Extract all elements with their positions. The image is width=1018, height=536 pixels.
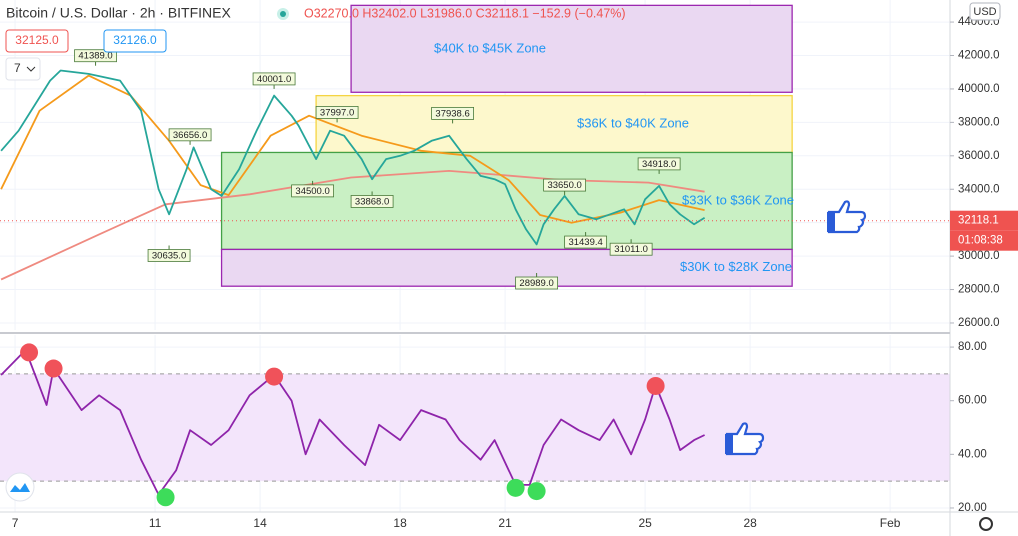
- plot-layer: $40K to $45K Zone $36K to $40K Zone $33K t…: [0, 40, 950, 507]
- zone-label: $33K to $36K Zone: [682, 192, 794, 207]
- countdown: 01:08:38: [958, 235, 1003, 247]
- annotation-box: [252, 72, 296, 86]
- y-tick-label: 40.00: [958, 448, 987, 460]
- buy-price: 32126.0: [113, 33, 157, 47]
- annotation-label: 34918.0: [642, 159, 676, 170]
- zone: [315, 94, 793, 154]
- y-tick-label: 60.00: [958, 395, 987, 407]
- annotation-label: 33650.0: [547, 180, 581, 191]
- x-tick-label: 28: [743, 516, 757, 530]
- hand-pointer-icon: [725, 422, 765, 456]
- y-tick-label: 30000.0: [958, 250, 1000, 262]
- y-tick-label: 40000.0: [958, 83, 1000, 95]
- y-tick-label: 20.00: [958, 502, 987, 514]
- x-tick-label: 7: [12, 516, 19, 530]
- annotation-box: [291, 184, 334, 198]
- zone: [220, 248, 793, 287]
- signal-dot: [156, 488, 175, 507]
- back-layer: [0, 0, 950, 512]
- interval-box[interactable]: [5, 57, 41, 81]
- annotation-box: [564, 235, 608, 249]
- annotation-label: 37997.0: [320, 107, 354, 118]
- annotation-label: 41389.0: [78, 51, 112, 62]
- x-tick-label: 21: [498, 516, 512, 530]
- current-price-label: 32118.1: [958, 215, 999, 227]
- zone-label: $30K to $28K Zone: [680, 259, 792, 274]
- logo: [10, 483, 30, 492]
- line-series: [0, 170, 705, 281]
- annotation-box: [168, 128, 212, 142]
- countdown-box: [950, 230, 1018, 251]
- x-tick-label: Feb: [880, 516, 901, 530]
- y-tick-label: 38000.0: [958, 116, 1000, 128]
- signal-dot: [527, 482, 546, 501]
- zone: [220, 151, 793, 251]
- signal-dot: [265, 367, 284, 386]
- annotation-box: [609, 242, 653, 256]
- annotation-label: 31011.0: [614, 244, 648, 255]
- y-tick-label: 26000.0: [958, 317, 1000, 329]
- annotation-box: [543, 178, 587, 192]
- x-tick-label: 14: [253, 516, 267, 530]
- annotation-label: 34500.0: [295, 186, 329, 197]
- annotation-box: [637, 157, 681, 171]
- hand-pointer-icon: [827, 200, 867, 234]
- y-tick-label: 80.00: [958, 341, 987, 353]
- annotation-box: [74, 49, 117, 63]
- signal-dot: [646, 376, 665, 395]
- current-price-box: [950, 210, 1018, 231]
- zone: [350, 4, 793, 93]
- interval-chevron: [26, 66, 36, 72]
- y-tick-label: 36000.0: [958, 150, 1000, 162]
- annotation-box: [515, 276, 559, 290]
- annotation-box: [315, 106, 359, 119]
- signal-dot: [44, 359, 63, 378]
- logo-button[interactable]: [5, 472, 35, 502]
- y-tick-label: 28000.0: [958, 284, 1000, 296]
- annotation-label: 33868.0: [355, 196, 389, 207]
- annotation-label: 31439.4: [568, 237, 602, 248]
- x-tick-label: 11: [149, 516, 162, 530]
- signal-dot: [506, 478, 525, 497]
- annotation-label: 40001.0: [257, 74, 291, 85]
- currency: USD: [973, 6, 996, 18]
- settings-icon[interactable]: [979, 517, 993, 531]
- y-tick-label: 34000.0: [958, 183, 1000, 195]
- annotation-label: 36656.0: [173, 130, 207, 141]
- sell-price: 32125.0: [15, 33, 59, 47]
- zone-label: $36K to $40K Zone: [577, 115, 689, 130]
- currency-box: [969, 2, 1001, 21]
- line-series: [0, 349, 705, 496]
- x-tick-label: 18: [393, 516, 407, 530]
- ohlc: O32270.0 H32402.0 L31986.0 C32118.1 −152…: [304, 6, 626, 20]
- annotation-box: [431, 106, 474, 120]
- line-series: [0, 74, 705, 224]
- status-dot: [280, 11, 286, 17]
- x-tick-label: 25: [638, 516, 652, 530]
- interval: 7: [14, 61, 21, 75]
- line-series: [0, 69, 706, 246]
- annotation-label: 28989.0: [519, 278, 553, 289]
- sell-box[interactable]: [5, 29, 69, 53]
- buy-box[interactable]: [103, 29, 167, 53]
- annotation-box: [350, 195, 394, 208]
- zone-label: $40K to $45K Zone: [434, 40, 546, 55]
- symbol-title: Bitcoin / U.S. Dollar · 2h · BITFINEX: [6, 5, 231, 21]
- annotation-box: [147, 249, 191, 262]
- signal-dot: [20, 343, 39, 362]
- y-tick-label: 42000.0: [958, 50, 1000, 62]
- rsi-band: [0, 373, 950, 482]
- annotation-label: 37938.6: [435, 108, 469, 119]
- annotation-label: 30635.0: [152, 251, 186, 262]
